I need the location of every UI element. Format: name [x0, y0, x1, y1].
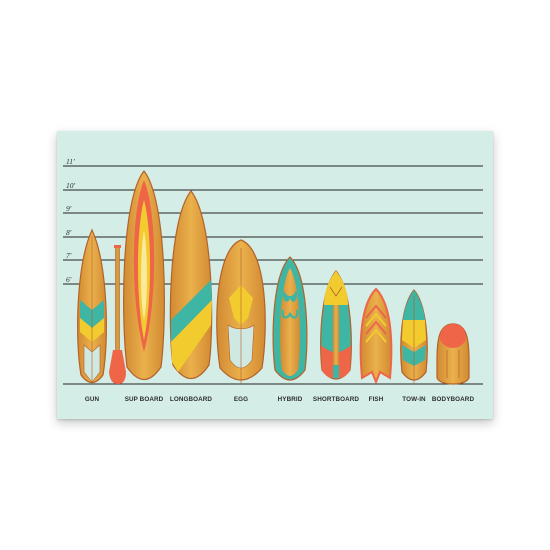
label-bodyboard: BODYBOARD [432, 396, 475, 403]
label-shortboard: SHORTBOARD [313, 396, 359, 403]
tick-label: 10' [66, 181, 76, 190]
label-egg: EGG [234, 396, 248, 403]
label-longboard: LONGBOARD [170, 396, 213, 403]
label-hybrid: HYBRID [278, 396, 303, 403]
tick-label: 6' [66, 275, 72, 284]
paddle [109, 245, 126, 384]
height-scale: 11' 10' 9' 8' 7' 6' [66, 157, 76, 284]
board-gun [77, 228, 107, 384]
board-longboard [169, 190, 213, 380]
board-sup [123, 170, 165, 381]
tick-label: 8' [66, 228, 72, 237]
board-egg [216, 239, 266, 384]
label-gun: GUN [85, 396, 100, 403]
label-sup-board: SUP BOARD [125, 396, 164, 403]
tick-label: 7' [66, 251, 72, 260]
label-tow-in: TOW-IN [402, 396, 426, 403]
label-fish: FISH [369, 396, 384, 403]
tick-label: 11' [66, 157, 75, 166]
board-hybrid [272, 256, 308, 381]
board-labels: GUN SUP BOARD LONGBOARD EGG HYBRID SHORT… [85, 396, 475, 403]
board-fish [359, 287, 393, 385]
board-shortboard [320, 270, 352, 380]
board-tow-in [400, 289, 428, 384]
board-bodyboard [436, 323, 470, 385]
tick-label: 9' [66, 204, 72, 213]
